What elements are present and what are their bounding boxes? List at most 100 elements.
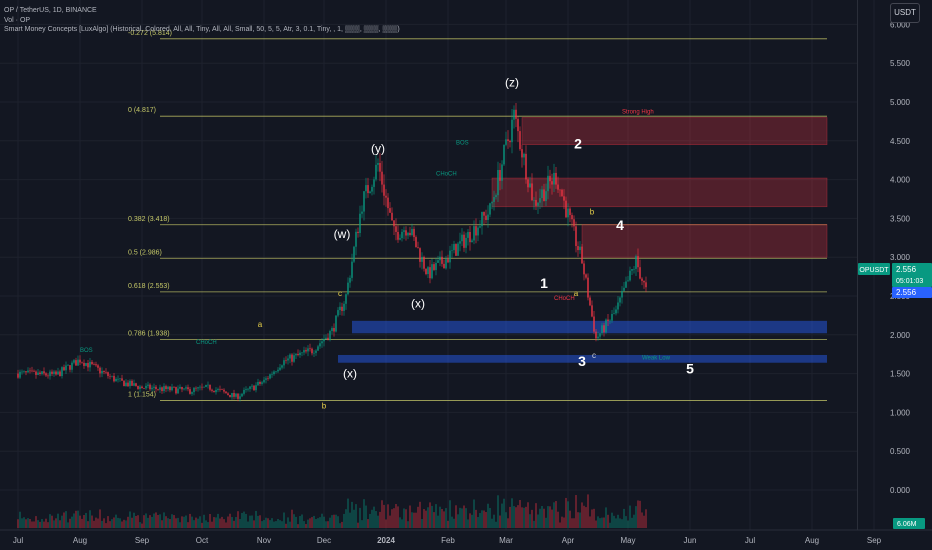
- candle-body: [183, 388, 185, 390]
- volume-bar: [449, 500, 451, 528]
- volume-bar: [541, 506, 543, 528]
- volume-bar: [277, 519, 279, 528]
- candle-body: [613, 313, 615, 315]
- volume-bar: [307, 519, 309, 528]
- volume-bar: [317, 518, 319, 528]
- candle-body: [303, 350, 305, 353]
- symbol-title[interactable]: OP / TetherUS, 1D, BINANCE: [4, 7, 97, 14]
- volume-bar: [261, 521, 263, 528]
- volume-bar: [577, 512, 579, 528]
- candle-body: [517, 118, 519, 132]
- volume-bar: [151, 516, 153, 528]
- candle-body: [55, 371, 57, 375]
- wave-label: (z): [505, 75, 519, 89]
- candle-body: [259, 381, 261, 384]
- price-axis-tick: 5.500: [890, 59, 911, 68]
- candle-body: [165, 386, 167, 389]
- volume-bar: [167, 518, 169, 528]
- volume-bar: [187, 522, 189, 528]
- candle-body: [387, 197, 389, 209]
- candle-body: [561, 189, 563, 197]
- volume-bar: [207, 522, 209, 528]
- volume-bar: [455, 505, 457, 528]
- volume-bar: [631, 517, 633, 528]
- volume-bar: [321, 513, 323, 528]
- candle-body: [455, 244, 457, 256]
- volume-bar: [417, 506, 419, 528]
- candle-body: [421, 256, 423, 262]
- quote-currency-button[interactable]: USDT: [890, 3, 920, 23]
- volume-indicator-title[interactable]: Vol · OP: [4, 16, 31, 24]
- volume-bar: [375, 511, 377, 528]
- volume-bar: [531, 509, 533, 528]
- volume-bar: [447, 520, 449, 528]
- candle-body: [369, 191, 371, 194]
- volume-bar: [293, 514, 295, 528]
- volume-bar: [83, 515, 85, 528]
- candle-body: [449, 250, 451, 263]
- volume-bar: [237, 511, 239, 528]
- candle-body: [351, 261, 353, 278]
- volume-bar: [171, 514, 173, 528]
- volume-bar: [461, 508, 463, 528]
- volume-bar: [405, 509, 407, 528]
- candle-body: [375, 164, 377, 180]
- candle-body: [467, 232, 469, 238]
- candle-body: [477, 227, 479, 236]
- candle-body: [555, 172, 557, 185]
- volume-bar: [41, 519, 43, 528]
- candle-body: [591, 305, 593, 317]
- candle-body: [201, 386, 203, 388]
- candle-body: [617, 302, 619, 310]
- volume-bar: [21, 518, 23, 528]
- volume-bar: [381, 500, 383, 528]
- candle-body: [495, 195, 497, 198]
- candle-body: [353, 246, 355, 262]
- volume-bar: [525, 506, 527, 528]
- volume-bar: [565, 497, 567, 528]
- volume-bar: [215, 517, 217, 528]
- volume-bar: [597, 516, 599, 528]
- volume-bar: [473, 499, 475, 528]
- volume-bar: [623, 508, 625, 528]
- candle-body: [637, 256, 639, 268]
- candle-body: [69, 365, 71, 370]
- price-axis-tick: 4.000: [890, 176, 911, 185]
- volume-bar: [395, 504, 397, 528]
- candle-body: [313, 352, 315, 354]
- candle-body: [575, 226, 577, 247]
- candle-body: [627, 280, 629, 282]
- candle-body: [105, 372, 107, 373]
- volume-bar: [475, 509, 477, 528]
- candle-body: [371, 186, 373, 192]
- time-axis-tick: 2024: [377, 536, 395, 545]
- candle-body: [65, 365, 67, 371]
- volume-bar: [145, 513, 147, 528]
- candle-body: [119, 378, 121, 380]
- candle-body: [265, 378, 267, 380]
- volume-bar: [205, 520, 207, 528]
- candle-body: [59, 371, 61, 377]
- volume-bar: [319, 517, 321, 528]
- candle-body: [93, 364, 95, 365]
- candle-body: [523, 153, 525, 158]
- wave-label: c: [338, 289, 342, 298]
- demand-zone: [352, 320, 827, 334]
- volume-bar: [609, 522, 611, 528]
- candle-body: [595, 331, 597, 339]
- candle-body: [295, 353, 297, 356]
- candle-body: [229, 394, 231, 398]
- candle-body: [423, 256, 425, 269]
- volume-bar: [159, 514, 161, 528]
- candle-body: [519, 131, 521, 150]
- volume-bar: [267, 518, 269, 528]
- volume-bar: [467, 519, 469, 528]
- candle-body: [169, 386, 171, 391]
- wave-label: 5: [686, 361, 694, 377]
- volume-bar: [313, 515, 315, 528]
- smc-indicator-title[interactable]: Smart Money Concepts [LuxAlgo] (Historic…: [4, 26, 400, 33]
- candle-body: [251, 385, 253, 387]
- candle-body: [221, 389, 223, 390]
- volume-bar: [575, 495, 577, 528]
